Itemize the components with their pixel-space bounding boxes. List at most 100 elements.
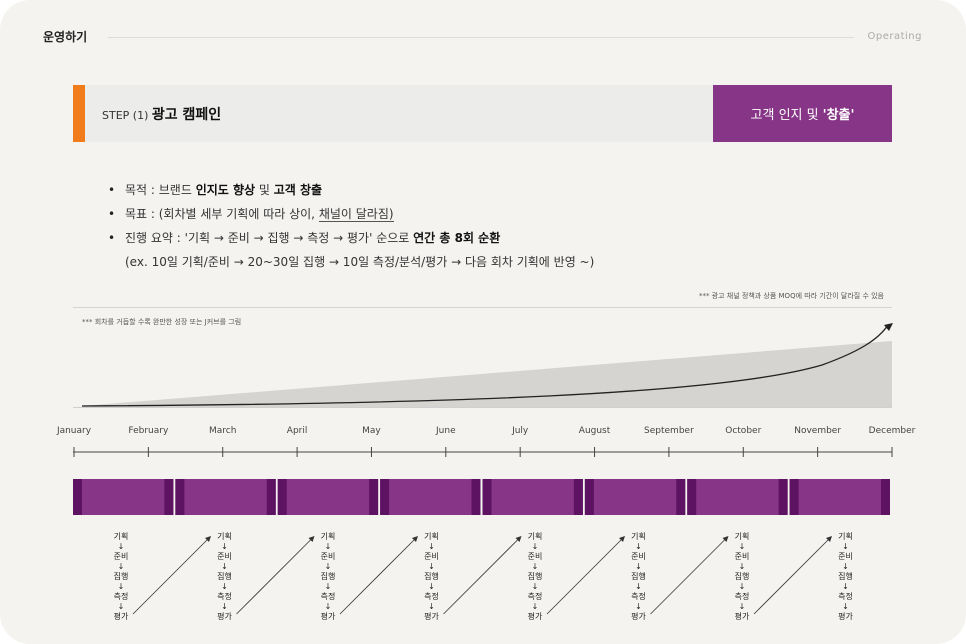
month-label: February: [128, 426, 169, 436]
down-arrow-icon: ↓: [531, 602, 539, 611]
growth-area: [82, 341, 892, 407]
down-arrow-icon: ↓: [117, 562, 125, 571]
cycle-step-label: 집행: [320, 572, 336, 581]
campaign-cycle-bar: [175, 479, 276, 515]
goal-text-bold: '창출': [822, 108, 855, 123]
cycle-plan-segment: [482, 479, 492, 515]
month-label: July: [512, 426, 529, 436]
cycle-plan-segment: [380, 479, 390, 515]
arrowhead-icon: [515, 536, 522, 542]
cycle-step-label: 측정: [527, 592, 543, 601]
cycle-step-label: 평가: [734, 612, 750, 621]
bullet-example: (ex. 10일 기획/준비 → 20~30일 집행 → 10일 측정/분석/평…: [125, 255, 595, 269]
down-arrow-icon: ↓: [324, 542, 332, 551]
cycle-plan-segment: [277, 479, 287, 515]
cycle-evaluate-segment: [369, 479, 379, 515]
step-banner: STEP (1) 광고 캠페인 고객 인지 및 '창출': [73, 85, 892, 142]
down-arrow-icon: ↓: [221, 542, 228, 551]
banner-accent-bar: [73, 85, 85, 142]
cycle-step-label: 집행: [217, 572, 232, 581]
month-label: October: [725, 426, 762, 436]
cycle-step-label: 평가: [424, 612, 439, 621]
down-arrow-icon: ↓: [117, 602, 125, 611]
cycle-step-label: 집행: [631, 572, 646, 581]
section-english-label: Operating: [867, 31, 922, 42]
down-arrow-icon: ↓: [842, 602, 849, 611]
month-label: September: [644, 426, 694, 436]
banner-goal-box: 고객 인지 및 '창출': [713, 85, 892, 142]
cycle-steps: 기획 ↓ 준비 ↓ 집행 ↓ 측정 ↓ 평가: [525, 532, 545, 622]
next-cycle-arrow: [339, 537, 417, 615]
cycle-step-label: 준비: [631, 552, 646, 561]
down-arrow-icon: ↓: [738, 602, 746, 611]
campaign-cycle-bar: [73, 479, 174, 515]
cycle-step-label: 측정: [424, 592, 439, 601]
cycle-step-label: 측정: [217, 592, 232, 601]
next-cycle-arrow: [236, 537, 313, 615]
arrowhead-icon: [205, 536, 211, 542]
cycle-evaluate-segment: [676, 479, 686, 515]
cycle-step-label: 준비: [838, 552, 853, 561]
cycle-step-label: 평가: [527, 612, 543, 621]
cycle-step-label: 기획: [631, 532, 646, 541]
cycle-plan-segment: [789, 479, 799, 515]
month-label: March: [209, 426, 237, 436]
cycle-evaluate-segment: [266, 479, 276, 515]
cycle-evaluate-segment: [164, 479, 174, 515]
down-arrow-icon: ↓: [428, 542, 435, 551]
arrowhead-icon: [826, 536, 832, 542]
down-arrow-icon: ↓: [428, 582, 435, 591]
month-label: January: [56, 426, 92, 436]
down-arrow-icon: ↓: [531, 542, 539, 551]
down-arrow-icon: ↓: [842, 582, 849, 591]
cycle-step-label: 집행: [424, 572, 439, 581]
j-curve-line: [81, 324, 889, 407]
cycle-step-label: 측정: [838, 592, 853, 601]
down-arrow-icon: ↓: [324, 582, 332, 591]
down-arrow-icon: ↓: [842, 542, 849, 551]
cycle-steps: 기획 ↓ 준비 ↓ 집행 ↓ 측정 ↓ 평가: [215, 532, 235, 622]
down-arrow-icon: ↓: [531, 582, 539, 591]
cycle-evaluate-segment: [573, 479, 583, 515]
section-title: 운영하기: [43, 30, 88, 44]
cycle-step-label: 기획: [217, 532, 232, 541]
cycle-steps: 기획 ↓ 준비 ↓ 집행 ↓ 측정 ↓ 평가: [836, 532, 856, 622]
down-arrow-icon: ↓: [635, 602, 642, 611]
cycle-step-label: 평가: [320, 612, 336, 621]
cycle-step-label: 집행: [527, 572, 543, 581]
down-arrow-icon: ↓: [221, 602, 228, 611]
cycle-step-label: 준비: [113, 552, 129, 561]
cycle-plan-segment: [73, 479, 82, 515]
cycle-step-label: 준비: [527, 552, 543, 561]
cycle-step-label: 측정: [113, 592, 129, 601]
campaign-cycle-bar: [482, 479, 583, 515]
header-divider: [108, 37, 854, 38]
down-arrow-icon: ↓: [117, 542, 125, 551]
month-label: May: [362, 426, 381, 436]
step-heading: STEP (1) 광고 캠페인: [102, 104, 221, 124]
month-label: April: [286, 426, 308, 436]
campaign-cycle-bar: [380, 479, 481, 515]
down-arrow-icon: ↓: [738, 582, 746, 591]
next-cycle-arrow: [132, 537, 210, 615]
down-arrow-icon: ↓: [324, 602, 332, 611]
down-arrow-icon: ↓: [221, 582, 228, 591]
down-arrow-icon: ↓: [738, 542, 746, 551]
month-label: August: [578, 426, 611, 436]
cycle-step-label: 준비: [734, 552, 750, 561]
next-cycle-arrow: [443, 537, 520, 615]
down-arrow-icon: ↓: [738, 562, 746, 571]
month-label: December: [868, 426, 916, 436]
down-arrow-icon: ↓: [221, 562, 228, 571]
cycle-steps: 기획 ↓ 준비 ↓ 집행 ↓ 측정 ↓ 평가: [111, 532, 131, 622]
cycle-step-label: 기획: [113, 532, 129, 541]
down-arrow-icon: ↓: [635, 582, 642, 591]
cycle-step-label: 기획: [734, 532, 750, 541]
arrowhead-icon: [619, 536, 625, 542]
cycle-step-label: 기획: [424, 532, 439, 541]
cycle-step-label: 집행: [734, 572, 750, 581]
down-arrow-icon: ↓: [635, 562, 642, 571]
bullet-summary: 진행 요약 : '기획 → 준비 → 집행 → 측정 → 평가' 순으로 연간 …: [108, 226, 594, 250]
channel-policy-note: *** 광고 채널 정책과 상품 MOQ에 따라 기간이 달라질 수 있음: [698, 292, 884, 300]
